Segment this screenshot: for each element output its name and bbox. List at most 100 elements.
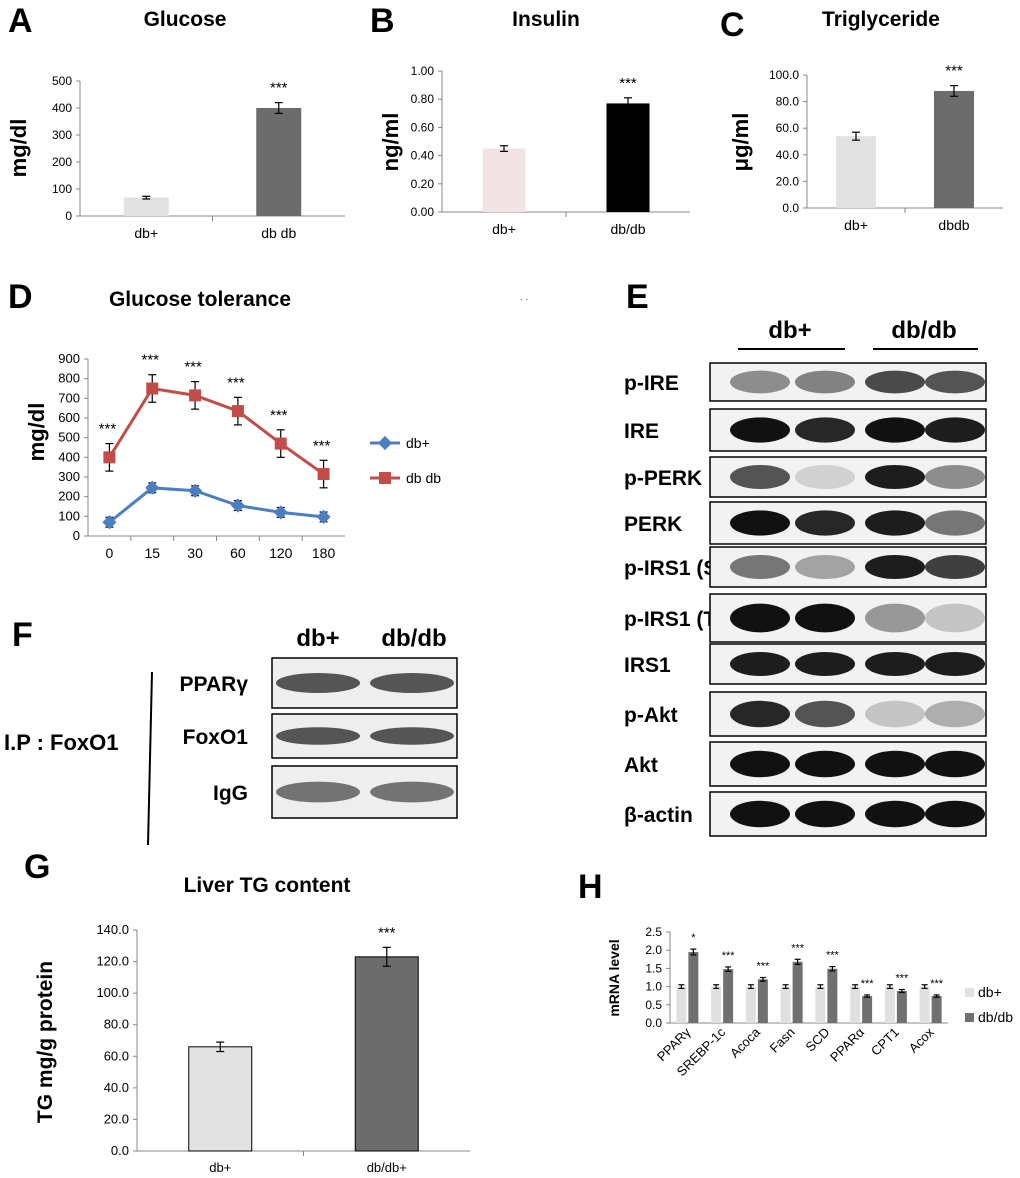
blot-e-band [865, 370, 925, 394]
significance-label: *** [227, 374, 245, 391]
significance-label: *** [930, 978, 944, 990]
blot-e-band [795, 700, 855, 728]
bar-0 [188, 1046, 253, 1152]
blot-e-group-label-db-db: db/db [891, 317, 956, 344]
blot-e-band [925, 750, 985, 778]
y-tick-label: 600 [58, 410, 80, 425]
blot-f-ip-label: I.P : FoxO1 [4, 730, 119, 755]
y-tick-label: 200 [52, 155, 72, 169]
significance-label: *** [270, 407, 288, 424]
x-category-label: db/db [610, 221, 645, 237]
blot-e-band [925, 555, 985, 579]
x-category-label: PPARα [827, 1024, 868, 1065]
x-tick-label: 60 [230, 545, 246, 561]
series-point-db-db [317, 468, 330, 481]
series-point-db-db [231, 405, 244, 418]
bar-db/db [723, 969, 734, 1023]
series-point-db-plus [316, 509, 331, 524]
y-tick-label: 2.0 [645, 943, 662, 957]
blot-f-row-label: FoxO1 [183, 726, 249, 749]
legend-label-db-plus: db+ [406, 435, 430, 451]
x-category-label: SCD [802, 1025, 832, 1055]
legend-label-db-plus: db+ [978, 984, 1002, 1000]
legend-swatch-db-db [965, 1013, 974, 1022]
y-tick-label: 0.0 [782, 201, 799, 215]
blot-f-row-label: PPARγ [180, 673, 249, 696]
x-category-label: Fasn [767, 1025, 798, 1056]
series-point-db-plus [230, 498, 245, 513]
y-axis-label: mRNA level [606, 939, 622, 1016]
series-point-db-plus [273, 505, 288, 520]
significance-label: *** [826, 950, 840, 962]
y-tick-label: 0.5 [645, 998, 662, 1012]
y-tick-label: 1.0 [645, 980, 662, 994]
series-line-0 [108, 486, 324, 524]
y-tick-label: 300 [52, 128, 72, 142]
panel-letter-h: H [578, 868, 603, 906]
significance-label: *** [756, 961, 770, 973]
y-axis-label: ng/ml [378, 113, 403, 172]
bar-db/db [862, 996, 873, 1023]
y-tick-label: 100 [58, 508, 80, 523]
y-tick-label: 0.20 [411, 177, 435, 191]
chart-title: Insulin [512, 8, 580, 31]
y-tick-label: 200 [58, 489, 80, 504]
y-axis-label: mg/dl [24, 403, 49, 462]
blot-e-band [925, 700, 985, 728]
series-point-db-db [189, 389, 202, 402]
bar-db+ [850, 986, 861, 1023]
chart-title: Liver TG content [184, 874, 351, 897]
bar-db/db [896, 990, 907, 1023]
blot-e-band [730, 370, 790, 394]
blot-e-row-label: IRS1 [624, 654, 671, 677]
blot-e-band [865, 417, 925, 443]
bar-db/db [688, 952, 699, 1023]
bar-db+ [780, 986, 791, 1023]
x-tick-label: 30 [187, 545, 203, 561]
y-tick-label: 0.40 [411, 149, 435, 163]
blot-e-band [795, 370, 855, 394]
x-tick-label: 120 [269, 545, 293, 561]
series-line-1 [108, 386, 325, 476]
blot-e-band [865, 700, 925, 728]
bar-0 [482, 148, 526, 212]
series-point-db-db [274, 437, 287, 450]
blot-e-row-label: β-actin [624, 804, 693, 827]
significance-label: *** [184, 359, 202, 376]
legend-marker-db-db [379, 472, 391, 484]
x-tick-label: 180 [312, 545, 336, 561]
y-tick-label: 20.0 [104, 1111, 129, 1126]
blot-e-band [865, 555, 925, 579]
chart-liver-tg-content: Liver TG content TG mg/g protein 0.0 20.0 40… [34, 874, 470, 1175]
legend-swatch-db-plus [965, 988, 974, 997]
chart-title: Glucose [144, 8, 227, 31]
blot-e-band [795, 510, 855, 536]
blot-e-row-label: Akt [624, 754, 658, 777]
significance-label: *** [619, 75, 637, 92]
y-tick-label: 0 [73, 528, 80, 543]
x-category-label: db+ [492, 221, 516, 237]
y-axis-label: TG mg/g protein [34, 961, 57, 1123]
blot-e-band [925, 800, 985, 828]
blot-f-group-label-db-db: db/db [381, 625, 446, 652]
legend-label-db-db: db db [406, 470, 441, 486]
blot-e-row-label: p-PERK [624, 467, 702, 490]
legend-label-db-db: db/db [978, 1009, 1013, 1025]
chart-title: Glucose tolerance [109, 288, 291, 311]
y-tick-label: 400 [52, 101, 72, 115]
panel-letter-c: C [720, 6, 745, 44]
blot-e-band [730, 465, 790, 489]
y-tick-label: 40.0 [776, 148, 800, 162]
panel-letter-a: A [8, 2, 33, 40]
y-tick-label: 60.0 [776, 121, 800, 135]
y-tick-label: 800 [58, 371, 80, 386]
bar-db+ [815, 986, 826, 1023]
panel-letter-g: G [24, 848, 50, 886]
y-tick-label: 500 [58, 430, 80, 445]
series-point-db-db [146, 382, 159, 395]
x-tick-label: 0 [106, 545, 114, 561]
y-tick-label: 1.00 [411, 64, 435, 78]
significance-label: *** [861, 978, 875, 990]
y-tick-label: 140.0 [96, 922, 129, 937]
panel-letter-f: F [12, 616, 33, 654]
